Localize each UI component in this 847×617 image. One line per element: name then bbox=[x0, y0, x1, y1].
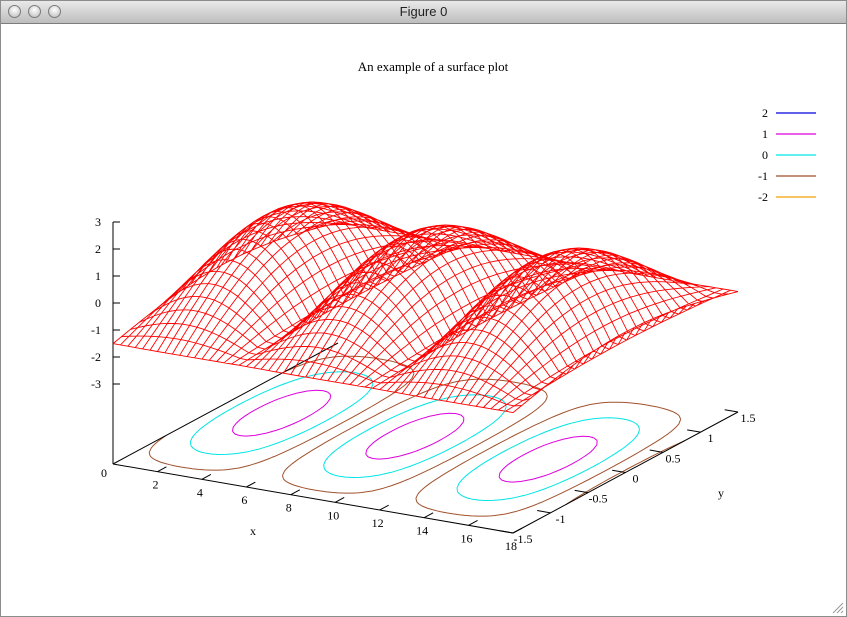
surface-plot: An example of a surface plot 24681012141… bbox=[91, 59, 816, 553]
title-bar[interactable]: Figure 0 bbox=[1, 1, 846, 24]
y-tick-label: 1.5 bbox=[741, 411, 756, 425]
x-tick bbox=[512, 527, 523, 534]
close-button[interactable] bbox=[8, 5, 21, 18]
x-tick bbox=[290, 489, 301, 496]
y-axis-label: y bbox=[718, 486, 724, 500]
axes: 24681012141618-1.5-1-0.500.511.5-3-2-101… bbox=[91, 215, 756, 553]
x-tick-label: 12 bbox=[372, 516, 384, 530]
legend-label: 2 bbox=[762, 106, 768, 120]
legend-label: 1 bbox=[762, 127, 768, 141]
x-tick bbox=[157, 466, 167, 473]
z-tick-label: 1 bbox=[95, 269, 101, 283]
back-y-axis-line bbox=[112, 342, 339, 465]
y-tick bbox=[724, 409, 739, 413]
zoom-button[interactable] bbox=[48, 5, 61, 18]
y-tick bbox=[574, 489, 589, 494]
x-tick bbox=[379, 504, 389, 511]
resize-grip-icon[interactable] bbox=[832, 602, 844, 614]
x-tick bbox=[201, 474, 212, 480]
y-tick bbox=[537, 510, 551, 514]
x-tick bbox=[423, 512, 434, 519]
x-tick-label: 6 bbox=[241, 493, 247, 507]
y-tick-label: 0.5 bbox=[666, 451, 681, 465]
y-tick bbox=[649, 449, 664, 453]
legend-label: -2 bbox=[758, 190, 768, 204]
x-axis-label: x bbox=[250, 524, 256, 538]
y-tick bbox=[612, 469, 626, 473]
x-axis-line bbox=[112, 463, 514, 534]
z-tick-label: -1 bbox=[91, 323, 101, 337]
x-tick-label: 10 bbox=[327, 508, 339, 522]
x-tick-label: 16 bbox=[461, 531, 473, 545]
z-base-label: 0 bbox=[101, 466, 107, 480]
z-tick-label: -2 bbox=[91, 350, 101, 364]
window-title: Figure 0 bbox=[399, 4, 448, 19]
minimize-button[interactable] bbox=[28, 5, 41, 18]
z-tick-label: 0 bbox=[95, 296, 101, 310]
contour-level-1 bbox=[232, 389, 598, 483]
contour-level-0 bbox=[189, 371, 640, 501]
y-tick-label: -1.5 bbox=[514, 532, 533, 546]
z-tick-label: -3 bbox=[91, 377, 101, 391]
surface-wireframe bbox=[112, 201, 739, 414]
surface-mesh bbox=[112, 201, 739, 414]
y-tick-label: 1 bbox=[708, 431, 714, 445]
legend-label: -1 bbox=[758, 169, 768, 183]
z-tick-label: 3 bbox=[95, 215, 101, 229]
x-tick bbox=[246, 481, 256, 488]
y-tick-label: 0 bbox=[633, 472, 639, 486]
y-tick-label: -1 bbox=[556, 512, 566, 526]
x-tick-label: 18 bbox=[505, 539, 517, 553]
contour-lines bbox=[148, 355, 686, 517]
x-tick bbox=[468, 520, 478, 526]
chart-title: An example of a surface plot bbox=[358, 59, 509, 74]
x-tick-label: 4 bbox=[197, 485, 203, 499]
legend: 2 1 0 -1 -2 bbox=[758, 106, 816, 204]
x-tick bbox=[334, 497, 345, 503]
x-tick-label: 8 bbox=[286, 501, 292, 515]
y-tick bbox=[687, 429, 701, 433]
y-tick bbox=[499, 530, 514, 534]
legend-label: 0 bbox=[762, 148, 768, 162]
z-tick-label: 2 bbox=[95, 242, 101, 256]
x-tick-label: 14 bbox=[416, 524, 428, 538]
x-tick-label: 2 bbox=[152, 478, 158, 492]
y-tick-label: -0.5 bbox=[589, 492, 608, 506]
